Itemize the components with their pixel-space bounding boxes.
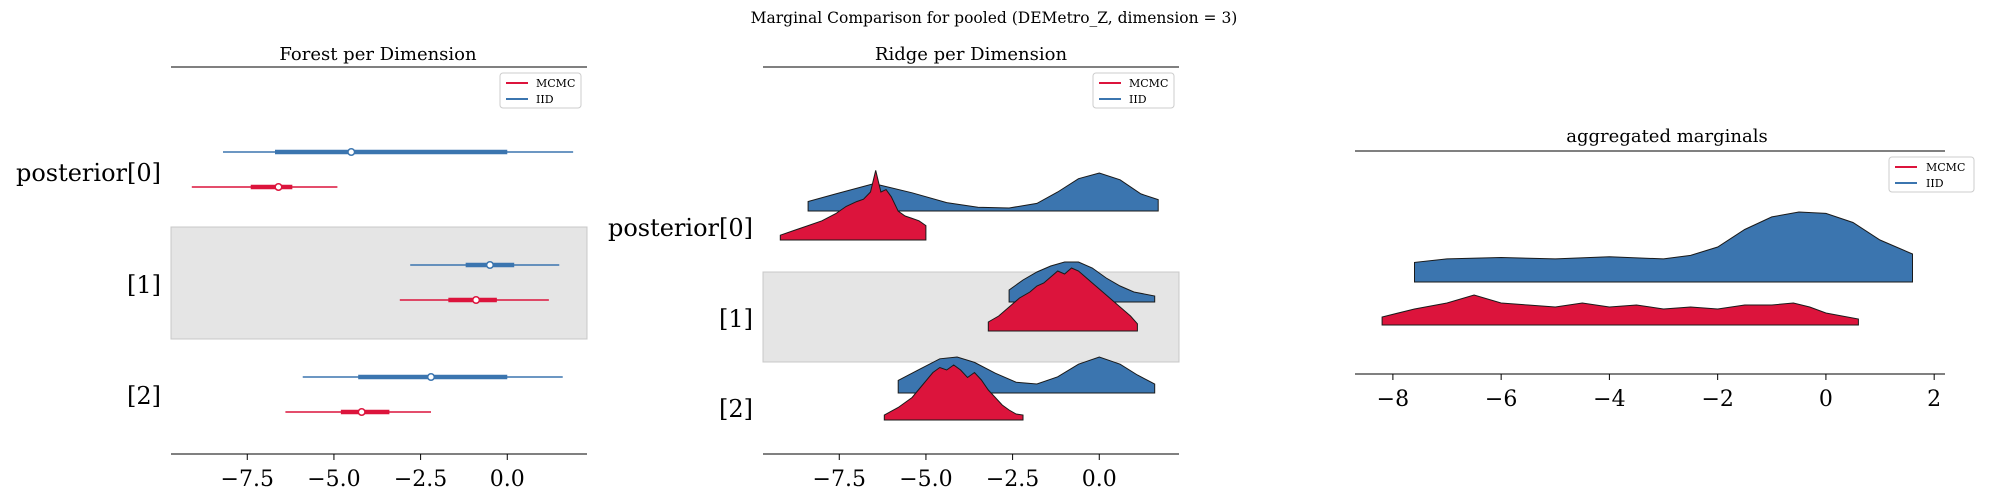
ridge-marks: [779, 170, 1159, 421]
median-point: [357, 407, 366, 417]
x-tick-label: −7.5: [221, 467, 274, 492]
aggregated-legend: MCMC IID: [1888, 156, 1975, 193]
median-point: [472, 295, 481, 305]
forest-marks: [191, 147, 574, 417]
aggregated-marks: [1381, 211, 1913, 326]
mcmc-ridge: [1381, 294, 1859, 326]
legend-iid-label: IID: [1129, 93, 1147, 106]
row-label: posterior[0]: [608, 214, 753, 242]
legend-iid-label: IID: [536, 93, 554, 106]
x-tick-label: 0.0: [1082, 467, 1117, 492]
median-point: [426, 372, 436, 382]
x-tick-label: 0: [1819, 387, 1833, 412]
legend-mcmc-label: MCMC: [1926, 161, 1965, 174]
forest-panel: Forest per Dimension −7.5 −5.0 −2.5 0.0 pos…: [16, 44, 588, 492]
forest-title: Forest per Dimension: [279, 44, 477, 65]
ridge-title: Ridge per Dimension: [875, 44, 1068, 65]
legend-mcmc-label: MCMC: [1129, 77, 1168, 90]
aggregated-x-ticks: −8 −6 −4 −2 0 2: [1377, 374, 1941, 412]
legend-iid-label: IID: [1926, 177, 1944, 190]
x-tick-label: −2.5: [986, 467, 1039, 492]
iid-ridge: [1414, 211, 1913, 283]
forest-row-labels: posterior[0] [1] [2]: [16, 159, 161, 410]
ridge-panel: Ridge per Dimension −7.5 −5.0 −2.5 0.0 post…: [608, 44, 1180, 492]
row-label: posterior[0]: [16, 159, 161, 187]
mcmc-ridge: [987, 267, 1138, 332]
mcmc-ridge: [779, 170, 927, 241]
figure-suptitle: Marginal Comparison for pooled (DEMetro_…: [751, 9, 1238, 27]
median-point: [485, 260, 494, 270]
row-label: [2]: [719, 395, 753, 423]
x-tick-label: −2: [1701, 387, 1733, 412]
row-label: [1]: [127, 271, 161, 299]
aggregated-panel: aggregated marginals −8 −6 −4 −2 0 2 MCMC IID: [1355, 126, 1975, 412]
median-point: [274, 182, 283, 192]
forest-x-ticks: −7.5 −5.0 −2.5 0.0: [221, 454, 525, 492]
row-label: [1]: [719, 305, 753, 333]
x-tick-label: −8: [1377, 387, 1409, 412]
x-tick-label: −5.0: [899, 467, 952, 492]
x-tick-label: −2.5: [394, 467, 447, 492]
x-tick-label: −5.0: [307, 467, 360, 492]
row-label: [2]: [127, 382, 161, 410]
x-tick-label: −7.5: [813, 467, 866, 492]
legend-mcmc-label: MCMC: [536, 77, 575, 90]
forest-legend: MCMC IID: [499, 72, 582, 109]
x-tick-label: 2: [1927, 387, 1941, 412]
mcmc-ridge: [883, 364, 1024, 421]
x-tick-label: −6: [1485, 387, 1517, 412]
iid-ridge: [807, 172, 1159, 212]
ridge-x-ticks: −7.5 −5.0 −2.5 0.0: [813, 454, 1117, 492]
ridge-legend: MCMC IID: [1092, 72, 1175, 109]
ridge-row-labels: posterior[0] [1] [2]: [608, 214, 753, 423]
forest-highlight-band: [170, 226, 588, 340]
x-tick-label: −4: [1593, 387, 1625, 412]
median-point: [347, 147, 356, 157]
aggregated-title: aggregated marginals: [1566, 126, 1767, 147]
x-tick-label: 0.0: [490, 467, 525, 492]
